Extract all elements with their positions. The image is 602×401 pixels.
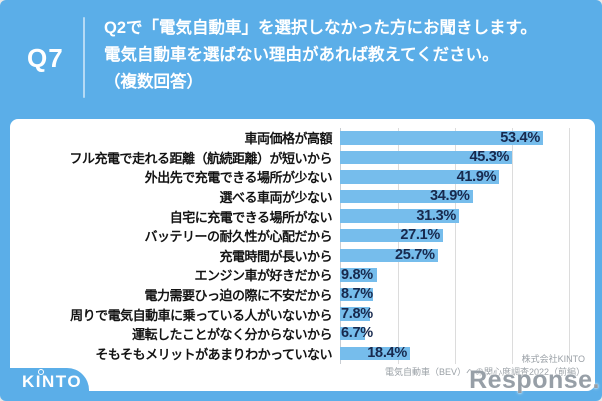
- bar: [340, 326, 366, 341]
- bar-track: 41.9%: [340, 167, 568, 187]
- gridline: [569, 128, 570, 364]
- category-label: 選べる車両が少ない: [219, 190, 332, 206]
- value-label: 7.8%: [341, 305, 373, 322]
- bar: [340, 209, 459, 223]
- bar-track: 27.1%: [340, 226, 568, 246]
- source-survey-title: 電気自動車（BEV）への関心度調査2022（前編）: [384, 367, 585, 377]
- category-label: 運転したことがなく分からないから: [131, 327, 333, 343]
- bar: [340, 170, 500, 184]
- gridline: [455, 128, 456, 364]
- value-label: 41.9%: [456, 168, 497, 185]
- value-label: 25.7%: [395, 247, 435, 264]
- chart-row: 自宅に充電できる場所がない 31.3%: [10, 206, 595, 226]
- category-label: エンジン車が好きだから: [194, 268, 332, 284]
- chart-row: 充電時間が長いから 25.7%: [10, 246, 595, 266]
- bar: [340, 150, 513, 165]
- header-divider: [83, 17, 85, 98]
- category-label: フル充電で走れる距離（航続距離）が短いから: [69, 150, 332, 166]
- chart-row: 選べる車両が少ない 34.9%: [10, 187, 595, 207]
- value-label: 6.7%: [341, 325, 373, 342]
- bar: [340, 131, 543, 145]
- kinto-logo-i-dot-icon: [38, 369, 44, 375]
- bar-track: 34.9%: [340, 187, 568, 207]
- question-line-1: Q2で「電気自動車」を選択しなかった方にお聞きします。: [104, 19, 537, 37]
- bar-track: 31.3%: [340, 206, 568, 226]
- category-label: 周りで電気自動車に乗っている人がいないから: [70, 307, 332, 323]
- category-label: 電力需要ひっ迫の際に不安だから: [144, 288, 332, 304]
- bar: [340, 189, 473, 204]
- chart-row: 外出先で充電できる場所が少ない 41.9%: [10, 167, 595, 187]
- bar: [340, 268, 378, 282]
- category-label: 自宅に充電できる場所がない: [169, 209, 333, 225]
- bar: [340, 307, 370, 321]
- question-number: Q7: [27, 43, 64, 73]
- chart-rows: 車両価格が高額 53.4% フル充電で走れる距離（航続距離）が短いから 45.3% 外出…: [10, 128, 595, 363]
- chart-row: そもそもメリットがあまりわかっていない 18.4%: [10, 344, 595, 364]
- value-label: 8.7%: [341, 286, 373, 303]
- chart-row: 運転したことがなく分からないから 6.7%: [10, 324, 595, 344]
- bar-track: 45.3%: [340, 148, 568, 168]
- bar: [340, 248, 438, 263]
- category-label: 充電時間が長いから: [219, 248, 332, 264]
- chart-row: 車両価格が高額 53.4%: [10, 128, 595, 148]
- response-watermark: Response.: [469, 366, 600, 394]
- bar-track: 6.7%: [340, 324, 568, 344]
- source-company: 株式会社KINTO: [521, 354, 585, 364]
- category-label: 車両価格が高額: [244, 131, 332, 147]
- value-label: 45.3%: [469, 149, 510, 166]
- grid-overlay: [340, 128, 570, 364]
- bar: [340, 287, 374, 302]
- value-label: 53.4%: [500, 129, 540, 146]
- value-label: 18.4%: [367, 345, 407, 362]
- kinto-logo-text: KINTO: [22, 372, 83, 391]
- question-line-2: 電気自動車を選ばない理由があれば教えてください。: [104, 46, 499, 64]
- chart-row: エンジン車が好きだから 9.8%: [10, 265, 595, 285]
- bar-track: 9.8%: [340, 265, 568, 285]
- bar-track: 18.4%: [340, 344, 568, 364]
- kinto-logo: KINTO: [9, 368, 89, 396]
- chart-row: 周りで電気自動車に乗っている人がいないから 7.8%: [10, 304, 595, 324]
- value-label: 9.8%: [341, 266, 373, 283]
- gridline: [512, 128, 513, 364]
- question-text: Q2で「電気自動車」を選択しなかった方にお聞きします。 電気自動車を選ばない理由…: [104, 15, 537, 96]
- value-label: 31.3%: [416, 207, 456, 224]
- value-label: 34.9%: [430, 188, 470, 205]
- bar-track: 25.7%: [340, 246, 568, 266]
- bar: [340, 346, 410, 361]
- bar-track: 53.4%: [340, 128, 568, 148]
- bar-track: 7.8%: [340, 304, 568, 324]
- chart-row: バッテリーの耐久性が心配だから 27.1%: [10, 226, 595, 246]
- category-label: 外出先で充電できる場所が少ない: [144, 170, 333, 186]
- value-label: 27.1%: [400, 227, 440, 244]
- gridline: [398, 128, 399, 364]
- category-label: バッテリーの耐久性が心配だから: [144, 229, 332, 245]
- bar: [340, 228, 443, 243]
- bar-track: 8.7%: [340, 285, 568, 305]
- question-line-3: （複数回答）: [104, 73, 203, 91]
- category-label: そもそもメリットがあまりわかっていない: [95, 346, 332, 362]
- chart-card: 車両価格が高額 53.4% フル充電で走れる距離（航続距離）が短いから 45.3% 外出…: [10, 119, 595, 391]
- chart-row: 電力需要ひっ迫の際に不安だから 8.7%: [10, 285, 595, 305]
- chart-row: フル充電で走れる距離（航続距離）が短いから 45.3%: [10, 148, 595, 168]
